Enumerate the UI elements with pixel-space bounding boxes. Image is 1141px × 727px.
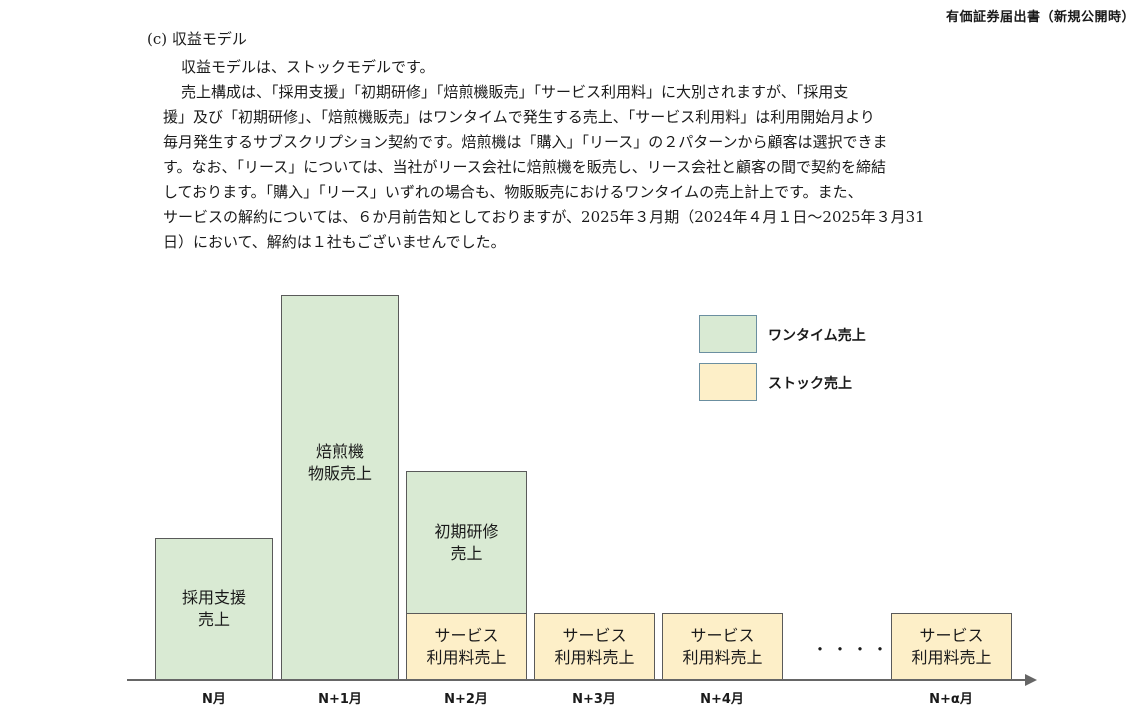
paragraph-line: 日）において、解約は１社もございませんでした。 [163, 233, 506, 251]
bar-onetime-n: 採用支援 売上 [155, 538, 273, 680]
bar-label: サービス 利用料売上 [426, 625, 507, 667]
paragraph-line: す。なお、「リース」については、当社がリース会社に焙煎機を販売し、リース会社と顧… [163, 158, 887, 176]
bar-label: サービス 利用料売上 [911, 625, 992, 667]
bar-stock-na: サービス 利用料売上 [891, 613, 1012, 680]
x-tick-label: N月 [202, 692, 226, 707]
bar-onetime-n1: 焙煎機 物販売上 [281, 295, 399, 680]
bar-stock-n2: サービス 利用料売上 [406, 613, 527, 680]
x-tick-label: N+4月 [700, 692, 744, 707]
legend-label-onetime: ワンタイム売上 [768, 328, 866, 344]
paragraph-line: 収益モデルは、ストックモデルです。 [181, 58, 435, 76]
x-axis-arrow-icon [1025, 674, 1037, 686]
x-tick-label: N+2月 [444, 692, 488, 707]
paragraph-line: 売上構成は、「採用支援」「初期研修」「焙煎機販売」「サービス利用料」に大別されま… [181, 83, 849, 101]
paragraph-line: しております。「購入」「リース」いずれの場合も、物販販売におけるワンタイムの売上… [163, 183, 863, 201]
paragraph-line: サービスの解約については、６か月前告知としておりますが、2025年３月期（202… [163, 208, 925, 226]
bar-stock-n4: サービス 利用料売上 [662, 613, 783, 680]
bar-label: サービス 利用料売上 [682, 625, 763, 667]
x-tick-label: N+3月 [572, 692, 616, 707]
x-axis-line [127, 679, 1027, 681]
section-title: (c) 収益モデル [147, 30, 247, 48]
x-tick-label: N+α月 [929, 692, 973, 707]
bar-label: 焙煎機 物販売上 [307, 441, 372, 483]
bar-stock-n3: サービス 利用料売上 [534, 613, 655, 680]
paragraph-line: 援」及び「初期研修」、「焙煎機販売」はワンタイムで発生する売上、「サービス利用料… [163, 108, 875, 126]
body-text: 収益モデルは、ストックモデルです。 売上構成は、「採用支援」「初期研修」「焙煎機… [163, 55, 1063, 255]
bar-label: サービス 利用料売上 [554, 625, 635, 667]
document-type-header: 有価証券届出書（新規公開時） [945, 10, 1135, 25]
continuation-ellipsis: ・・・・ [812, 640, 893, 659]
x-tick-label: N+1月 [318, 692, 362, 707]
paragraph-line: 毎月発生するサブスクリプション契約です。焙煎機は「購入」「リース」の２パターンか… [163, 133, 888, 151]
legend-swatch-onetime [699, 315, 757, 353]
legend-swatch-stock [699, 363, 757, 401]
legend-label-stock: ストック売上 [768, 376, 852, 392]
bar-label: 初期研修 売上 [434, 522, 499, 563]
bar-onetime-n2: 初期研修 売上 [406, 471, 527, 615]
bar-label: 採用支援 売上 [181, 588, 246, 629]
